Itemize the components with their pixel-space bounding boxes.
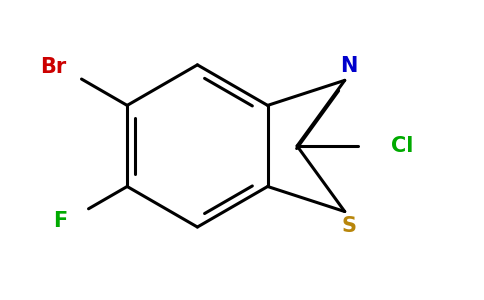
Text: F: F: [53, 211, 68, 231]
Text: S: S: [341, 216, 356, 236]
Text: Br: Br: [40, 57, 67, 77]
Text: Cl: Cl: [392, 136, 414, 156]
Text: N: N: [340, 56, 358, 76]
